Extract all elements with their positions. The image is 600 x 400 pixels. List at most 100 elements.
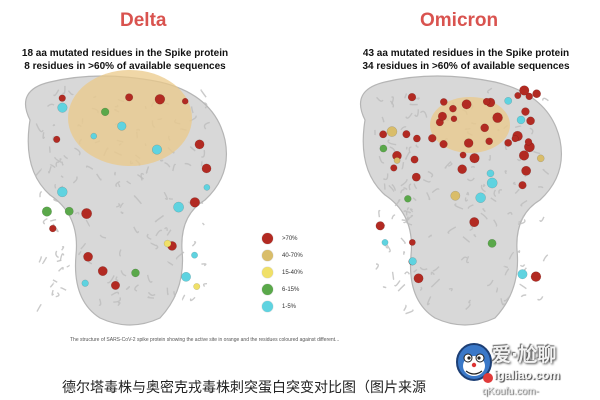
protein-ribbon bbox=[480, 184, 486, 193]
protein-ribbon bbox=[405, 309, 414, 315]
protein-ribbon bbox=[493, 189, 497, 198]
protein-ribbon bbox=[517, 218, 526, 225]
protein-ribbon bbox=[201, 263, 207, 267]
protein-ribbon bbox=[444, 161, 452, 169]
protein-ribbon bbox=[146, 233, 152, 240]
protein-ribbon bbox=[473, 234, 477, 238]
protein-ribbon bbox=[145, 166, 150, 174]
mutated-residue-marker bbox=[459, 151, 467, 159]
mutated-residue-marker bbox=[524, 138, 533, 146]
protein-ribbon bbox=[96, 173, 102, 181]
mutated-residue-marker bbox=[511, 135, 519, 143]
mutated-residue-marker bbox=[407, 92, 417, 102]
protein-ribbon bbox=[391, 183, 397, 191]
protein-ribbon bbox=[146, 274, 153, 283]
protein-ribbon bbox=[115, 180, 121, 188]
protein-ribbon bbox=[504, 170, 508, 175]
watermark-url-secondary: qKoufu.com- bbox=[482, 386, 539, 397]
protein-ribbon bbox=[155, 244, 159, 250]
legend-swatch-tan bbox=[262, 250, 273, 261]
protein-ribbon bbox=[52, 123, 56, 127]
protein-ribbon bbox=[201, 149, 206, 158]
protein-ribbon bbox=[42, 132, 46, 139]
protein-ribbon bbox=[38, 256, 43, 263]
protein-ribbon bbox=[500, 298, 505, 306]
protein-ribbon bbox=[518, 215, 525, 223]
mutated-residue-marker bbox=[461, 99, 472, 110]
protein-ribbon bbox=[503, 265, 509, 269]
protein-ribbon bbox=[72, 176, 78, 184]
mutated-residue-marker bbox=[518, 181, 527, 190]
protein-ribbon bbox=[155, 229, 163, 237]
protein-ribbon bbox=[391, 214, 396, 220]
mutated-residue-marker bbox=[450, 115, 458, 123]
protein-ribbon bbox=[464, 197, 469, 202]
protein-ribbon bbox=[430, 271, 435, 276]
protein-ribbon bbox=[203, 121, 210, 130]
mutated-residue-marker bbox=[480, 123, 489, 133]
protein-ribbon bbox=[172, 163, 177, 172]
protein-ribbon bbox=[378, 155, 385, 164]
legend-swatch-cyan bbox=[262, 301, 273, 312]
protein-ribbon bbox=[400, 126, 407, 131]
protein-ribbon bbox=[507, 211, 513, 215]
protein-ribbon bbox=[400, 237, 406, 244]
mutated-residue-marker bbox=[57, 186, 68, 198]
protein-ribbon bbox=[448, 287, 453, 292]
mutated-residue-marker bbox=[410, 155, 419, 164]
protein-ribbon bbox=[432, 266, 440, 272]
protein-ribbon bbox=[202, 222, 205, 226]
protein-ribbon bbox=[54, 156, 62, 164]
protein-ribbon bbox=[403, 251, 406, 255]
protein-ribbon bbox=[184, 162, 192, 167]
protein-ribbon bbox=[422, 178, 431, 183]
mutated-residue-marker bbox=[482, 97, 491, 106]
protein-ribbon bbox=[447, 226, 457, 234]
protein-ribbon bbox=[61, 161, 64, 166]
mutated-residue-marker bbox=[81, 279, 89, 287]
protein-ribbon bbox=[403, 217, 410, 224]
mutated-residue-marker bbox=[469, 217, 480, 228]
mutated-residue-marker bbox=[532, 89, 542, 99]
mutated-residue-marker bbox=[463, 138, 474, 148]
protein-ribbon bbox=[403, 210, 408, 216]
mutated-residue-marker bbox=[393, 157, 401, 164]
protein-ribbon bbox=[166, 229, 172, 236]
protein-ribbon bbox=[115, 276, 119, 282]
protein-ribbon bbox=[401, 162, 405, 170]
protein-ribbon bbox=[465, 303, 471, 310]
omicron-title: Omicron bbox=[420, 10, 499, 31]
protein-ribbon bbox=[140, 172, 145, 181]
mutated-residue-marker bbox=[53, 135, 61, 143]
protein-ribbon bbox=[480, 212, 488, 220]
protein-ribbon bbox=[150, 242, 157, 247]
protein-ribbon bbox=[470, 165, 475, 169]
legend-item: 6-15% bbox=[262, 281, 342, 298]
mutated-residue-marker bbox=[131, 268, 140, 278]
protein-ribbon bbox=[59, 158, 62, 162]
mutated-residue-marker bbox=[203, 184, 211, 191]
protein-ribbon bbox=[117, 301, 121, 307]
protein-ribbon bbox=[504, 268, 510, 276]
protein-ribbon bbox=[62, 85, 66, 95]
protein-ribbon bbox=[405, 112, 413, 119]
protein-ribbon bbox=[126, 180, 131, 185]
protein-ribbon bbox=[189, 146, 196, 152]
protein-ribbon bbox=[181, 294, 186, 301]
protein-ribbon bbox=[42, 256, 48, 265]
delta-spike-protein bbox=[25, 70, 228, 326]
protein-ribbon bbox=[61, 246, 65, 251]
protein-ribbon bbox=[164, 162, 171, 168]
mutated-residue-marker bbox=[402, 130, 411, 139]
protein-ribbon bbox=[49, 218, 57, 222]
mutated-residue-marker bbox=[517, 269, 528, 280]
protein-ribbon bbox=[426, 192, 431, 201]
cartoon-mascot-icon bbox=[456, 343, 493, 383]
mutated-residue-marker bbox=[194, 139, 205, 150]
mutated-residue-marker bbox=[504, 138, 513, 147]
mutated-residue-marker bbox=[525, 92, 533, 101]
protein-ribbon bbox=[106, 275, 115, 284]
mutated-residue-marker bbox=[518, 150, 530, 161]
protein-ribbon bbox=[54, 184, 57, 189]
mutated-residue-marker bbox=[411, 172, 421, 182]
